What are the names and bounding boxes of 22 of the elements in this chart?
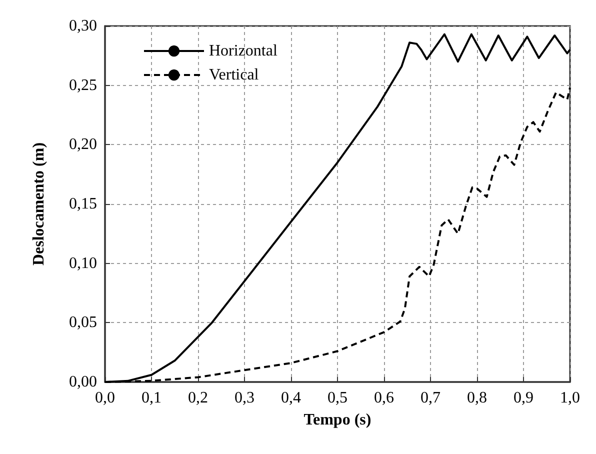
y-tick-label: 0,15: [69, 196, 97, 212]
y-axis-title: Deslocamento (m): [30, 142, 48, 266]
x-tick-label: 0,2: [188, 390, 208, 406]
y-tick-label: 0,30: [69, 18, 97, 34]
x-tick-label: 0,6: [374, 390, 394, 406]
y-tick-label: 0,25: [69, 76, 97, 94]
x-tick-label: 0,9: [514, 390, 534, 406]
y-tick-label: 0,00: [69, 374, 97, 390]
x-tick-label: 0,0: [95, 390, 115, 406]
x-axis-title: Tempo (s): [304, 412, 372, 428]
x-tick-label: 0,8: [467, 390, 487, 406]
x-tick-label: 0,3: [234, 390, 254, 406]
x-tick-label: 0,1: [142, 390, 162, 406]
y-tick-label: 0,05: [69, 314, 97, 332]
legend-label: Vertical: [209, 66, 260, 84]
y-tick-label: 0,20: [69, 136, 97, 154]
x-tick-label: 0,7: [420, 390, 440, 406]
x-tick-label: 1,0: [560, 390, 580, 406]
x-tick-label: 0,4: [281, 390, 301, 406]
y-tick-label: 0,10: [69, 254, 97, 272]
x-tick-label: 0,5: [328, 390, 348, 406]
legend-label: Horizontal: [209, 42, 278, 60]
